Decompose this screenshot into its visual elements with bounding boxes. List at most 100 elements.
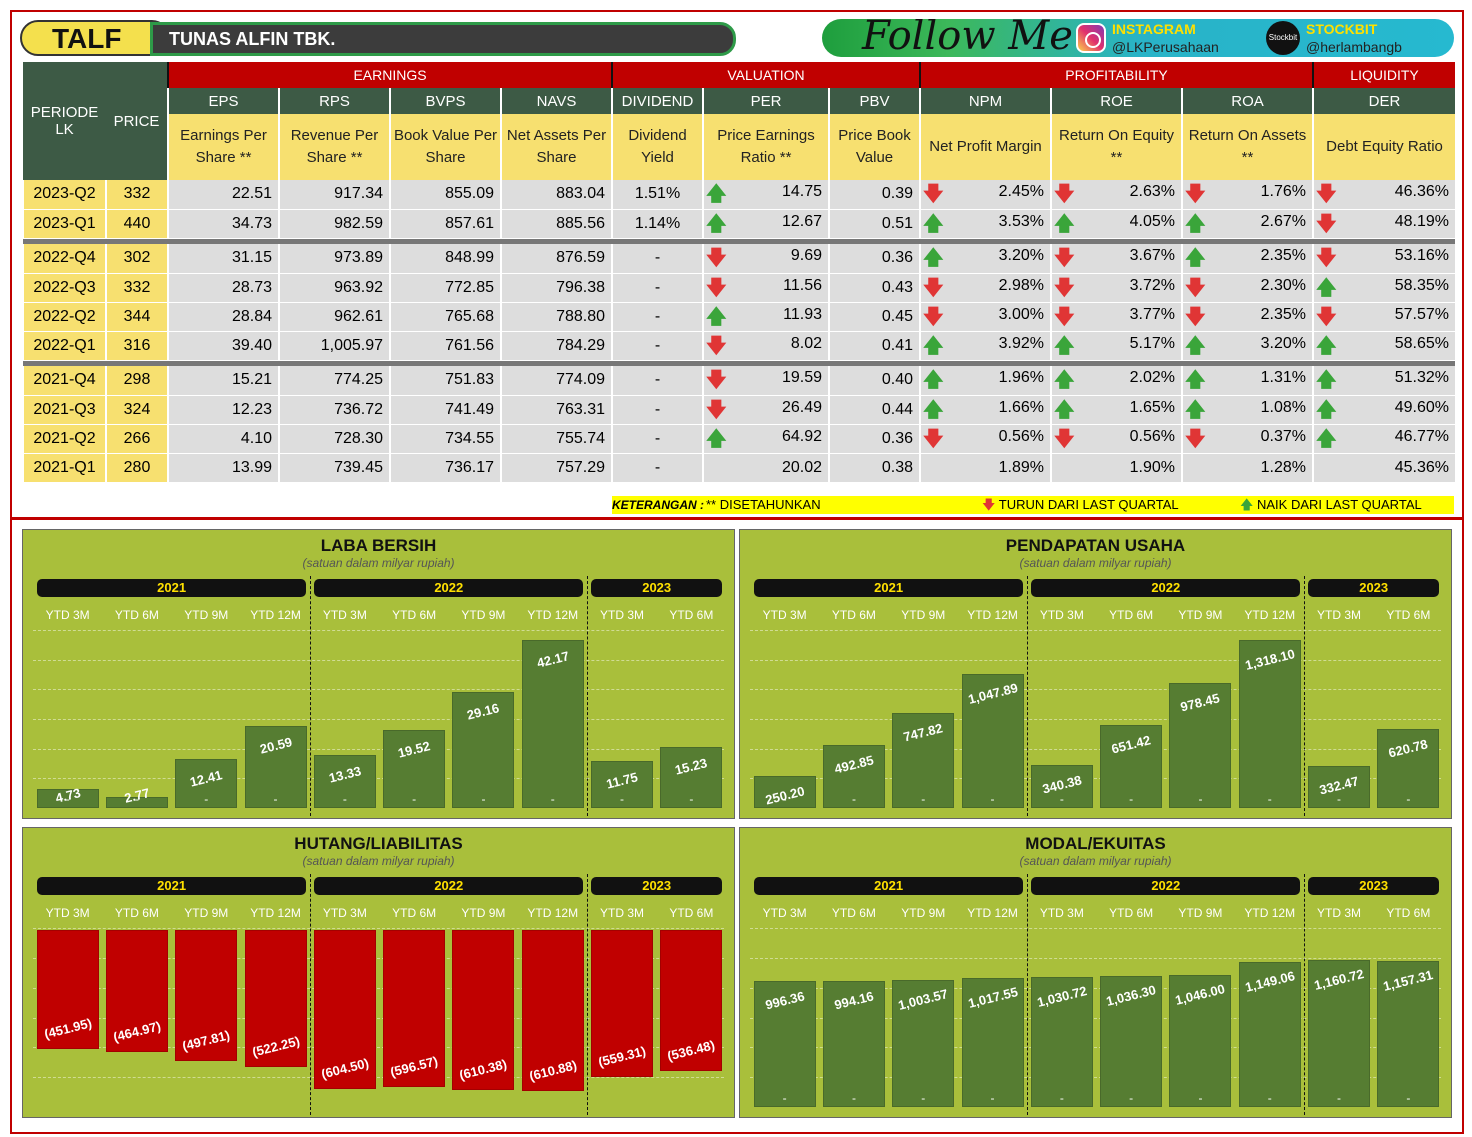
zero-dash: - — [481, 792, 486, 806]
chart-subtitle: (satuan dalam milyar rupiah) — [1019, 854, 1172, 868]
cell-bvps: 734.55 — [389, 424, 501, 454]
gridline — [33, 1017, 724, 1019]
value-der: 57.57% — [1394, 305, 1450, 323]
arrow-down-icon: 🡇 — [1185, 183, 1206, 206]
cell-roa: 🡅 1.31% — [1181, 366, 1314, 396]
arrow-up-icon: 🡅 — [1316, 276, 1337, 299]
zero-dash: - — [1198, 792, 1203, 806]
cell-rps: 774.25 — [278, 366, 390, 396]
category-label: YTD 6M — [114, 906, 159, 920]
cell-roe: 1.90% — [1050, 453, 1183, 483]
category-label: YTD 9M — [461, 906, 506, 920]
arrow-down-icon: 🡇 — [982, 497, 996, 512]
arrow-down-icon: 🡇 — [706, 369, 727, 392]
value-periode: 2021-Q1 — [33, 458, 96, 476]
value-periode: 2022-Q4 — [33, 249, 96, 267]
instagram-handle[interactable]: @LKPerusahaan — [1112, 39, 1219, 55]
cell-div: 1.51% — [611, 180, 703, 210]
table-row: 2022-Q2 344 28.84 962.61 765.68 788.80 - 🡅 11.93… — [22, 302, 1456, 332]
arrow-down-icon: 🡇 — [1185, 276, 1206, 299]
zero-dash: - — [412, 792, 417, 806]
section-divider — [10, 517, 1464, 520]
cell-navs: 876.59 — [500, 244, 612, 274]
value-roa: 1.31% — [1260, 369, 1307, 387]
value-bvps: 734.55 — [445, 429, 494, 447]
chart-title: PENDAPATAN USAHA — [1005, 536, 1186, 555]
cell-div: - — [611, 244, 703, 274]
year-bar-2022: 2022 — [1031, 579, 1301, 597]
chart-subtitle: (satuan dalam milyar rupiah) — [302, 854, 455, 868]
bar — [1030, 764, 1093, 808]
value-roe: 3.72% — [1129, 276, 1176, 294]
frame — [10, 10, 1464, 1134]
category-label: YTD 9M — [901, 906, 946, 920]
arrow-up-icon: 🡅 — [1185, 212, 1206, 235]
stockbit-icon: Stockbit — [1266, 21, 1300, 55]
value-div: - — [654, 371, 661, 389]
value-pbv: 0.38 — [881, 458, 914, 476]
value-per: 19.59 — [781, 369, 822, 387]
bar — [105, 796, 168, 808]
year-divider — [310, 576, 312, 816]
gridline — [33, 630, 724, 631]
value-npm: 1.66% — [998, 398, 1045, 416]
value-pbv: 0.51 — [881, 214, 914, 232]
cell-eps: 4.10 — [167, 424, 279, 454]
zero-dash: - — [273, 792, 278, 806]
stockbit-handle[interactable]: @herlambangb — [1306, 39, 1402, 55]
zero-dash: - — [782, 792, 787, 806]
cell-der: 🡅 46.77% — [1312, 424, 1456, 454]
zero-dash: - — [65, 792, 70, 806]
bar — [1377, 728, 1440, 808]
value-npm: 3.20% — [998, 247, 1045, 265]
value-navs: 876.59 — [556, 249, 605, 267]
cell-der: 🡅 49.60% — [1312, 395, 1456, 425]
group-liquidity: LIQUIDITY — [1312, 62, 1456, 88]
cell-roe: 🡅 2.02% — [1050, 366, 1183, 396]
company-name: TUNAS ALFIN TBK. — [150, 22, 736, 56]
arrow-up-icon: 🡅 — [1054, 334, 1075, 357]
cell-periode: 2021-Q1 — [22, 453, 106, 483]
category-label: YTD 6M — [1109, 906, 1154, 920]
arrow-up-icon: 🡅 — [923, 212, 944, 235]
arrow-down-icon: 🡇 — [1054, 305, 1075, 328]
bar — [660, 747, 723, 808]
year-bar-2023: 2023 — [1308, 579, 1439, 597]
value-roe: 1.65% — [1129, 398, 1176, 416]
category-label: YTD 12M — [250, 906, 301, 920]
value-bvps: 765.68 — [445, 307, 494, 325]
bar — [383, 930, 446, 1087]
value-price: 332 — [123, 278, 151, 296]
value-roe: 5.17% — [1129, 334, 1176, 352]
zero-dash: - — [1337, 792, 1342, 806]
year-divider — [1304, 874, 1306, 1115]
value-per: 11.56 — [783, 276, 822, 294]
col-desc-rps: Revenue Per Share ** — [278, 114, 390, 180]
col-desc-npm: Net Profit Margin — [919, 114, 1052, 180]
cell-roe: 🡇 2.63% — [1050, 180, 1183, 210]
gridline — [33, 928, 724, 929]
cell-bvps: 855.09 — [389, 180, 501, 210]
year-divider — [310, 874, 312, 1115]
value-price: 332 — [123, 185, 151, 203]
value-roe: 0.56% — [1129, 427, 1176, 445]
bar — [591, 761, 654, 808]
cell-bvps: 751.83 — [389, 366, 501, 396]
zero-dash: - — [1059, 1091, 1064, 1105]
value-per: 9.69 — [790, 247, 822, 265]
cell-div: - — [611, 331, 703, 361]
value-roa: 0.37% — [1260, 427, 1307, 445]
category-label: YTD 12M — [1244, 906, 1296, 920]
value-price: 316 — [123, 336, 151, 354]
chart-title: MODAL/EKUITAS — [1025, 834, 1166, 853]
value-div: - — [654, 458, 661, 476]
category-label: YTD 6M — [1386, 608, 1431, 622]
cell-der: 45.36% — [1312, 453, 1456, 483]
cell-eps: 15.21 — [167, 366, 279, 396]
arrow-up-icon: 🡅 — [1316, 334, 1337, 357]
cell-npm: 🡅 3.92% — [919, 331, 1052, 361]
legend-down-text: TURUN DARI LAST QUARTAL — [998, 497, 1179, 512]
cell-roa: 🡅 1.08% — [1181, 395, 1314, 425]
category-label: YTD 3M — [322, 906, 367, 920]
zero-dash: - — [1059, 792, 1064, 806]
